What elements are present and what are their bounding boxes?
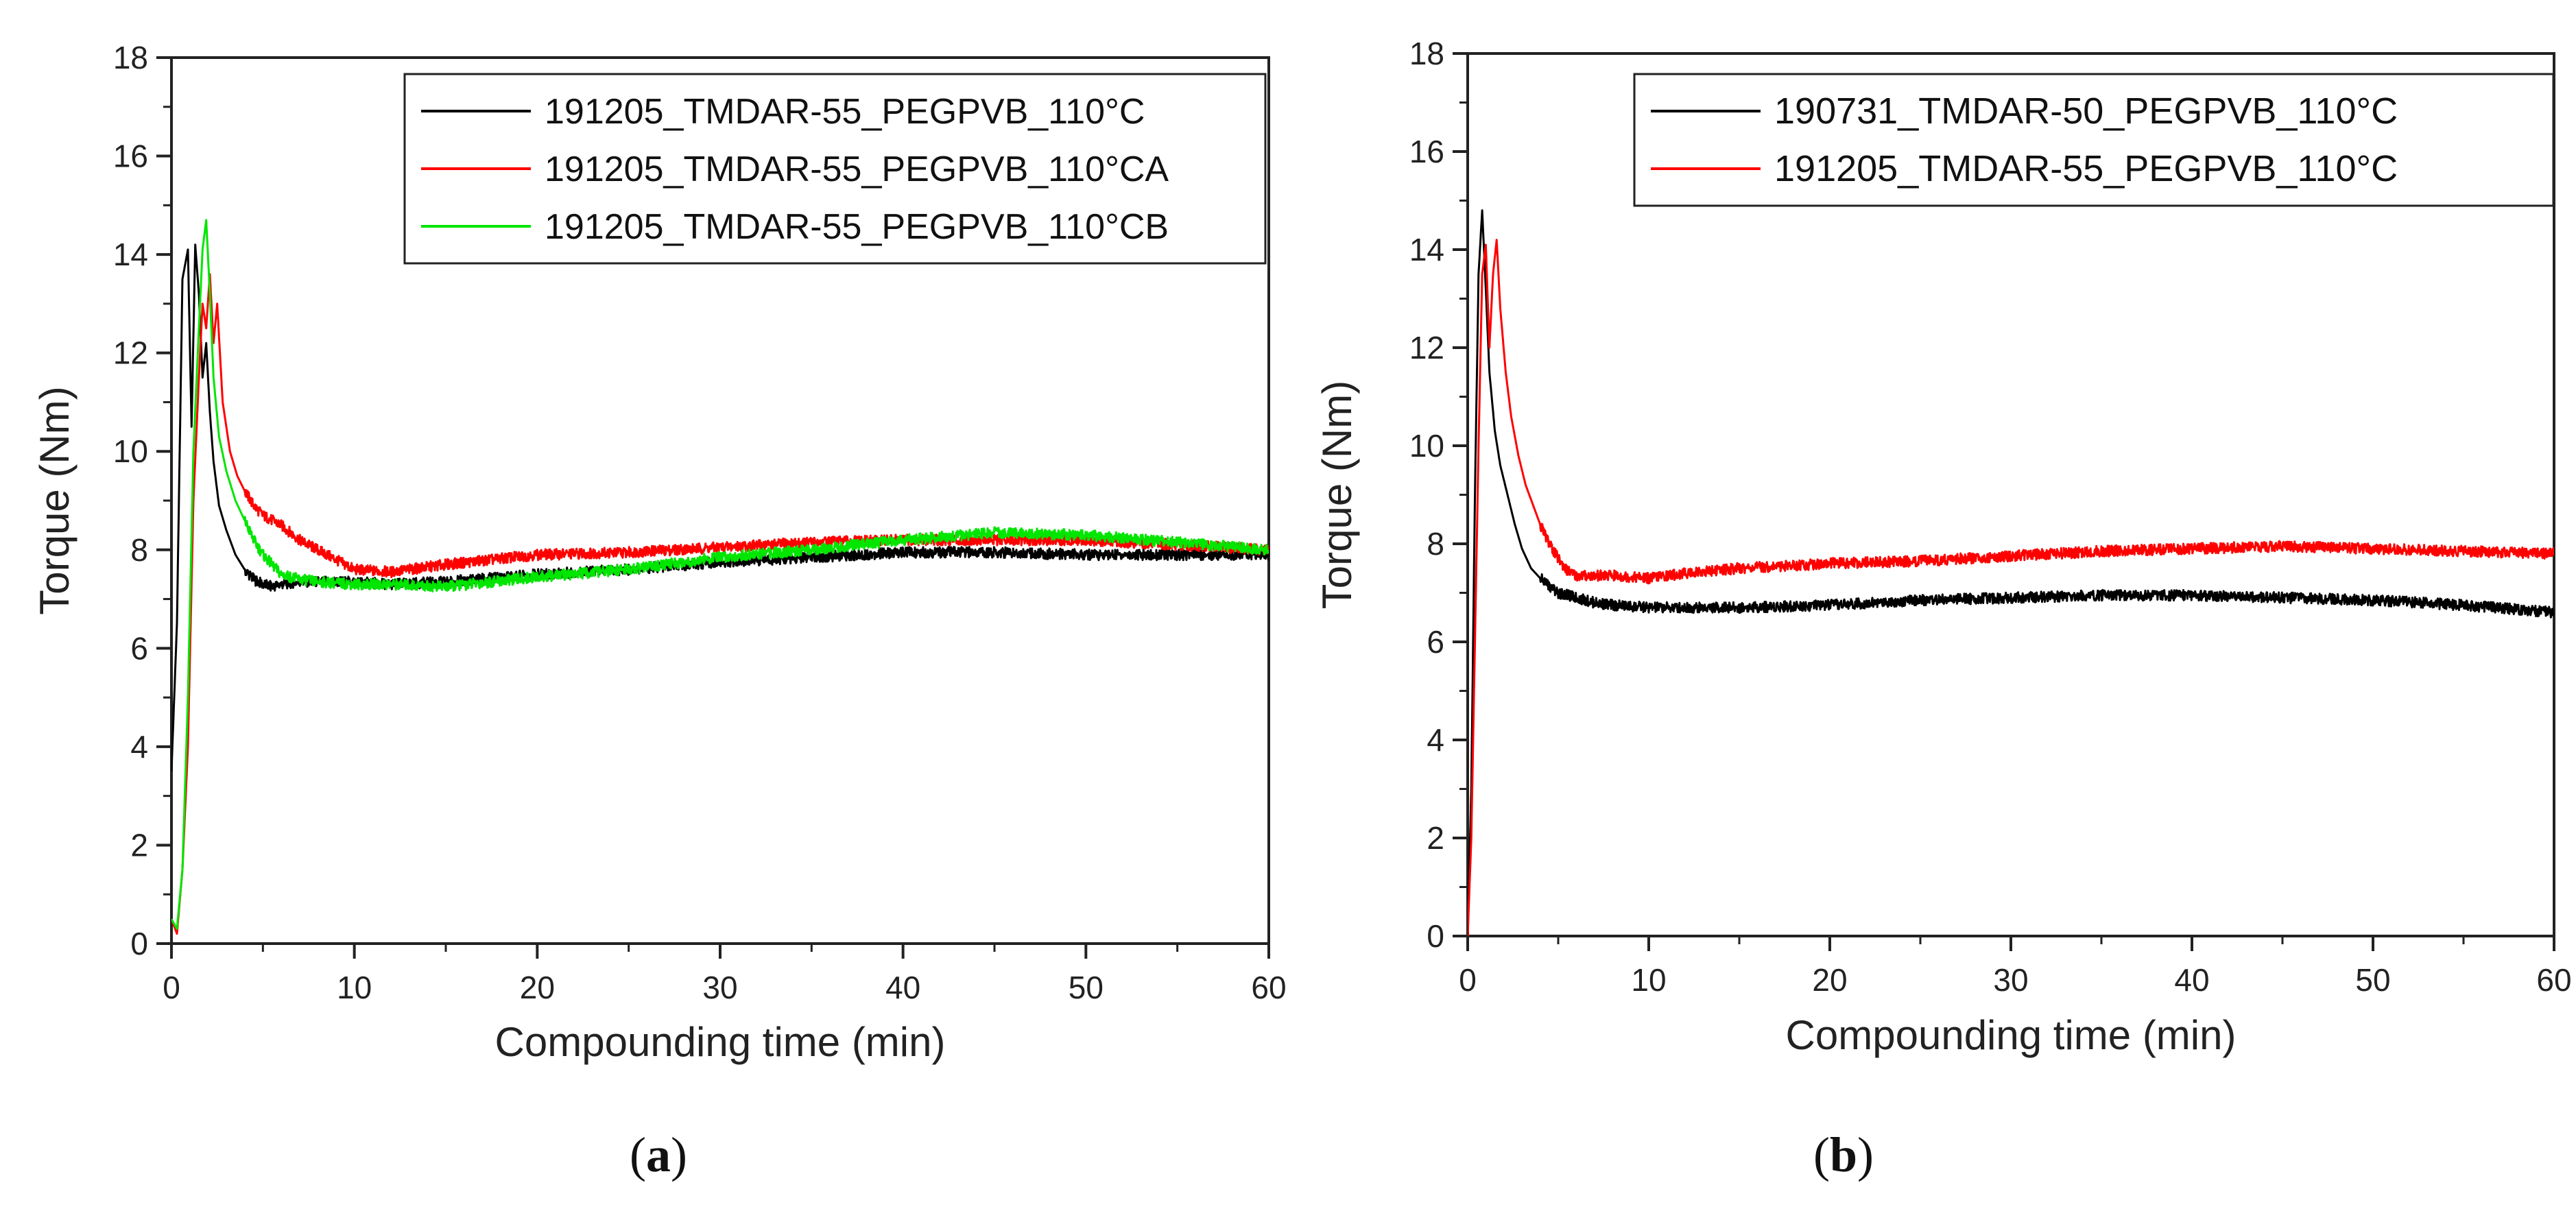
chart-a: 0 2 4 6 8 10 12 14 16 18 0 10 20 30 40 50 60 Compounding …: [32, 40, 1287, 1182]
series-line: [1468, 239, 2554, 936]
legend-label: 191205_TMDAR-55_PEGPVB_110°C: [1774, 148, 2398, 189]
y-axis-title: Torque (Nm): [32, 386, 77, 614]
legend-label: 191205_TMDAR-55_PEGPVB_110°CA: [545, 149, 1169, 189]
legend-label: 191205_TMDAR-55_PEGPVB_110°C: [545, 92, 1145, 132]
legend-box: [1633, 73, 2555, 207]
y-tick-label: 2: [1427, 820, 1444, 856]
y-tick-label: 16: [113, 139, 148, 174]
y-axis-title: Torque (Nm): [1314, 381, 1360, 609]
x-tick-label: 30: [1993, 962, 2028, 998]
y-tick-label: 4: [1427, 722, 1444, 758]
y-tick-label: 6: [1427, 624, 1444, 660]
x-tick-label: 60: [2536, 962, 2571, 998]
y-tick-label: 10: [1409, 428, 1444, 464]
x-tick-label: 20: [520, 970, 555, 1005]
legend-box: [403, 73, 1267, 265]
x-tick-label: 30: [702, 970, 737, 1005]
y-tick-label: 10: [113, 433, 148, 469]
y-tick-label: 14: [113, 237, 148, 272]
x-tick-label: 0: [1459, 962, 1477, 998]
legend-label: 190731_TMDAR-50_PEGPVB_110°C: [1774, 91, 2398, 132]
y-tick-label: 14: [1409, 232, 1444, 267]
y-tick-label: 4: [130, 729, 148, 765]
series-line: [171, 273, 1269, 935]
y-tick-label: 8: [130, 532, 148, 568]
y-tick-label: 18: [1409, 36, 1444, 71]
x-axis-title: Compounding time (min): [495, 1019, 946, 1065]
series-line: [171, 219, 1269, 930]
y-tick-label: 2: [130, 827, 148, 863]
y-tick-label: 0: [130, 926, 148, 961]
y-tick-label: 16: [1409, 134, 1444, 169]
series-line: [171, 243, 1269, 771]
x-tick-label: 0: [163, 970, 180, 1005]
x-tick-label: 50: [1069, 970, 1104, 1005]
x-tick-label: 50: [2355, 962, 2390, 998]
y-tick-label: 12: [1409, 330, 1444, 366]
y-tick-label: 12: [113, 335, 148, 371]
y-tick-label: 18: [113, 40, 148, 75]
y-tick-label: 0: [1427, 918, 1444, 954]
y-tick-label: 8: [1427, 526, 1444, 562]
x-tick-label: 40: [885, 970, 920, 1005]
x-axis-title: Compounding time (min): [1786, 1012, 2237, 1058]
series-line: [1468, 209, 2554, 936]
x-tick-label: 10: [337, 970, 372, 1005]
chart-b: 0 2 4 6 8 10 12 14 16 18 0 10 20 30 40 50 60 Compounding …: [1314, 36, 2572, 1182]
x-tick-label: 40: [2174, 962, 2209, 998]
panel-caption: (a): [630, 1127, 687, 1182]
legend-label: 191205_TMDAR-55_PEGPVB_110°CB: [545, 207, 1169, 247]
x-tick-label: 10: [1631, 962, 1666, 998]
x-tick-label: 60: [1251, 970, 1286, 1005]
x-tick-label: 20: [1812, 962, 1847, 998]
panel-caption: (b): [1813, 1127, 1874, 1182]
y-tick-label: 6: [130, 630, 148, 666]
